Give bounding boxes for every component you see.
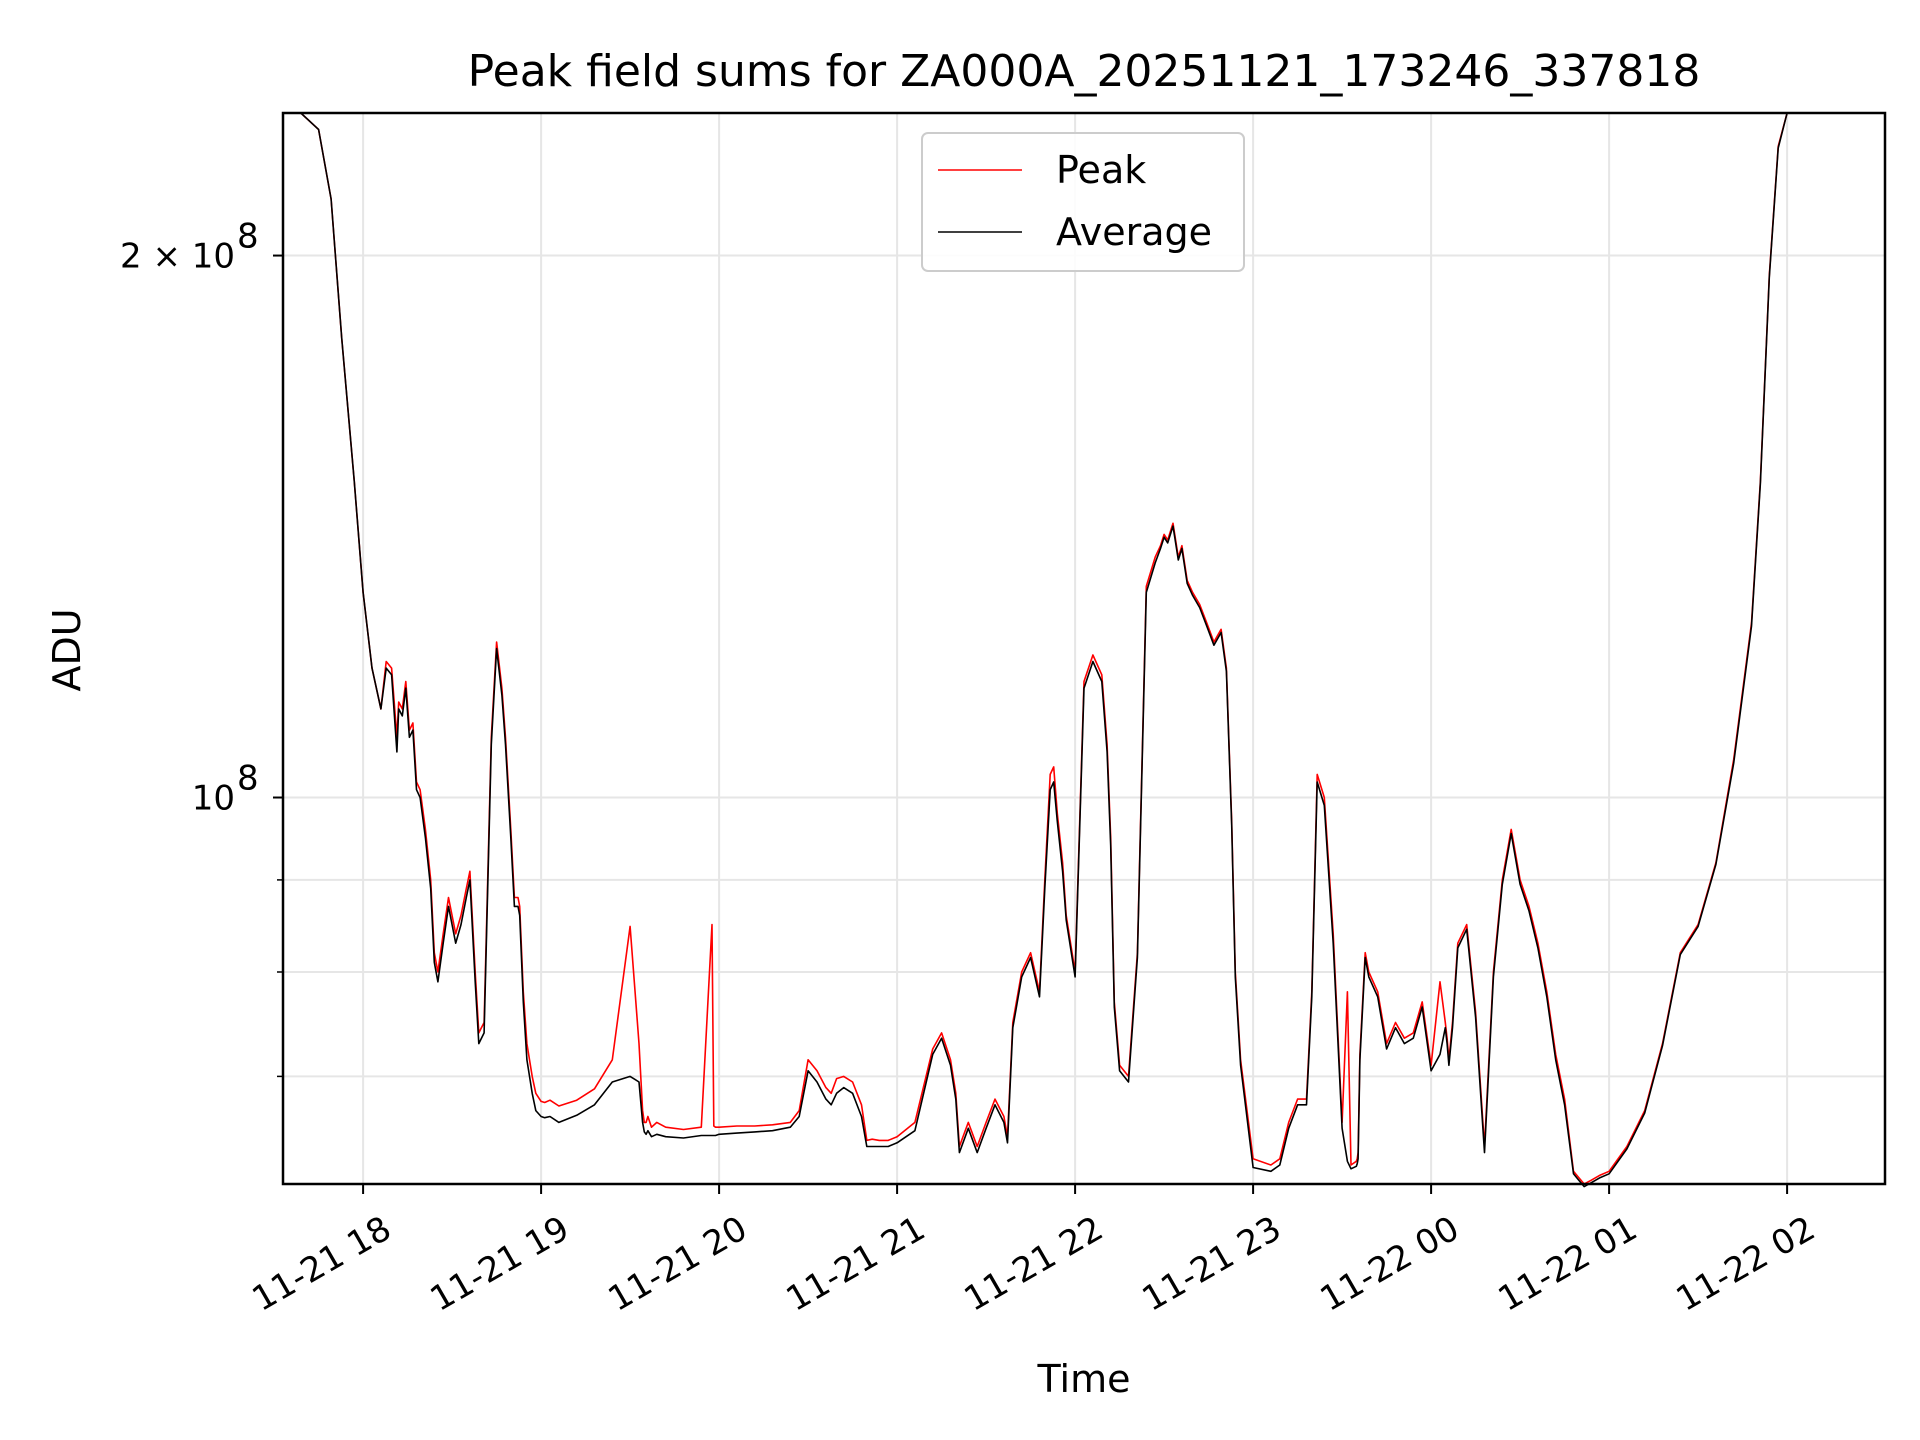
chart-title: Peak field sums for ZA000A_20251121_1732…: [468, 46, 1701, 97]
legend-peak-label: Peak: [1056, 148, 1146, 192]
legend-box: [921, 132, 1245, 272]
x-axis-label: Time: [1037, 1357, 1131, 1401]
legend-average-label: Average: [1056, 210, 1212, 254]
y-axis-ticks: 2 × 10 810 8: [120, 217, 283, 1078]
y-tick-exponent: 8: [237, 217, 259, 257]
legend: Peak Average: [921, 132, 1245, 272]
y-tick-label: 10: [192, 779, 235, 819]
y-tick-exponent: 8: [237, 759, 259, 799]
series-line-average: [283, 112, 1796, 1188]
y-axis-label: ADU: [45, 608, 89, 691]
y-tick-label: 2 × 10: [120, 237, 235, 277]
plot-frame: [281, 111, 1887, 1186]
series-group: [283, 112, 1796, 1188]
grid: [283, 113, 1885, 1184]
